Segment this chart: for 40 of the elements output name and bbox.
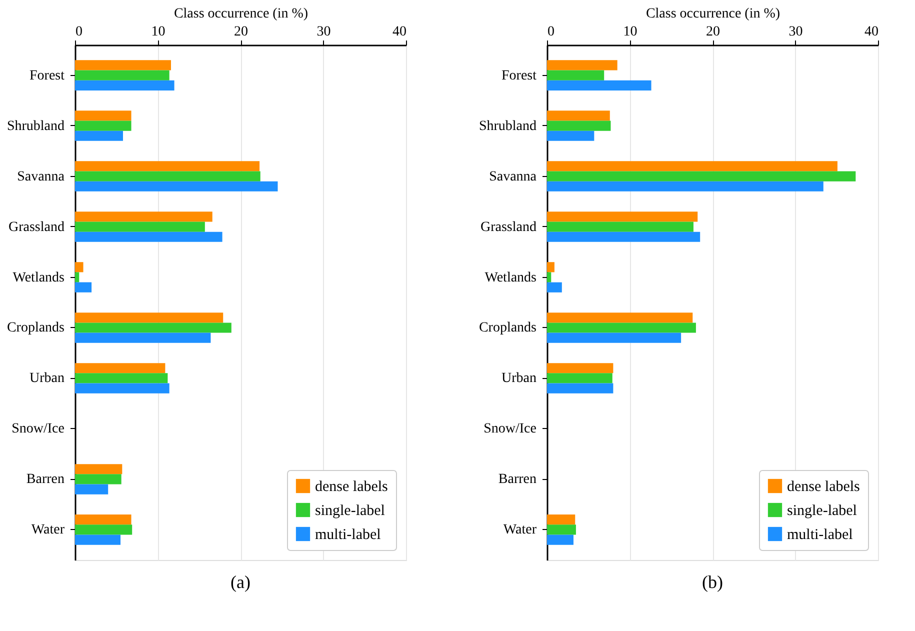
x-tick-label: 40 <box>864 24 878 40</box>
text: (b) <box>702 572 723 592</box>
x-tick-label: 10 <box>623 24 638 40</box>
x-tick-label: 40 <box>392 24 406 40</box>
x-tick-label: 30 <box>788 24 803 40</box>
y-tick-label: Barren <box>498 472 536 488</box>
x-tick-label: 0 <box>76 24 82 40</box>
y-tick-label: Grassland <box>8 220 64 235</box>
y-tick-label: Croplands <box>6 320 64 336</box>
x-tick-label: 0 <box>548 24 554 40</box>
y-tick-label: Wetlands <box>12 270 64 286</box>
y-tick-label: Grassland <box>480 220 536 235</box>
y-tick-label: Croplands <box>478 320 536 336</box>
x-tick-label: 20 <box>234 24 248 40</box>
y-tick-label: Shrubland <box>6 118 64 134</box>
y-tick-label: Snow/Ice <box>484 422 536 437</box>
y-tick-label: Forest <box>30 68 65 84</box>
y-tick-label: Water <box>31 522 65 538</box>
x-axis-title: Class occurrence (in %) <box>646 6 780 22</box>
y-tick-label: Shrubland <box>478 118 536 134</box>
y-tick-label: Wetlands <box>484 270 536 286</box>
legend-label: multi-label <box>315 527 381 543</box>
x-axis-title: Class occurrence (in %) <box>174 6 308 22</box>
x-tick-label: 30 <box>316 24 331 40</box>
y-tick-label: Barren <box>26 472 64 488</box>
x-tick-label: 20 <box>706 24 720 40</box>
y-tick-label: Urban <box>502 371 536 386</box>
x-tick-label: 10 <box>151 24 166 40</box>
legend-label: multi-label <box>787 527 853 543</box>
y-tick-label: Forest <box>502 68 537 84</box>
text: (a) <box>230 572 250 592</box>
legend-label: dense labels <box>787 479 860 495</box>
y-tick-label: Savanna <box>489 169 538 184</box>
y-tick-label: Urban <box>30 371 64 386</box>
legend-label: single-label <box>787 503 857 519</box>
y-tick-label: Snow/Ice <box>12 422 64 437</box>
legend-label: single-label <box>315 503 385 519</box>
y-tick-label: Savanna <box>17 169 66 184</box>
legend-label: dense labels <box>315 479 388 495</box>
y-tick-label: Water <box>503 522 537 538</box>
